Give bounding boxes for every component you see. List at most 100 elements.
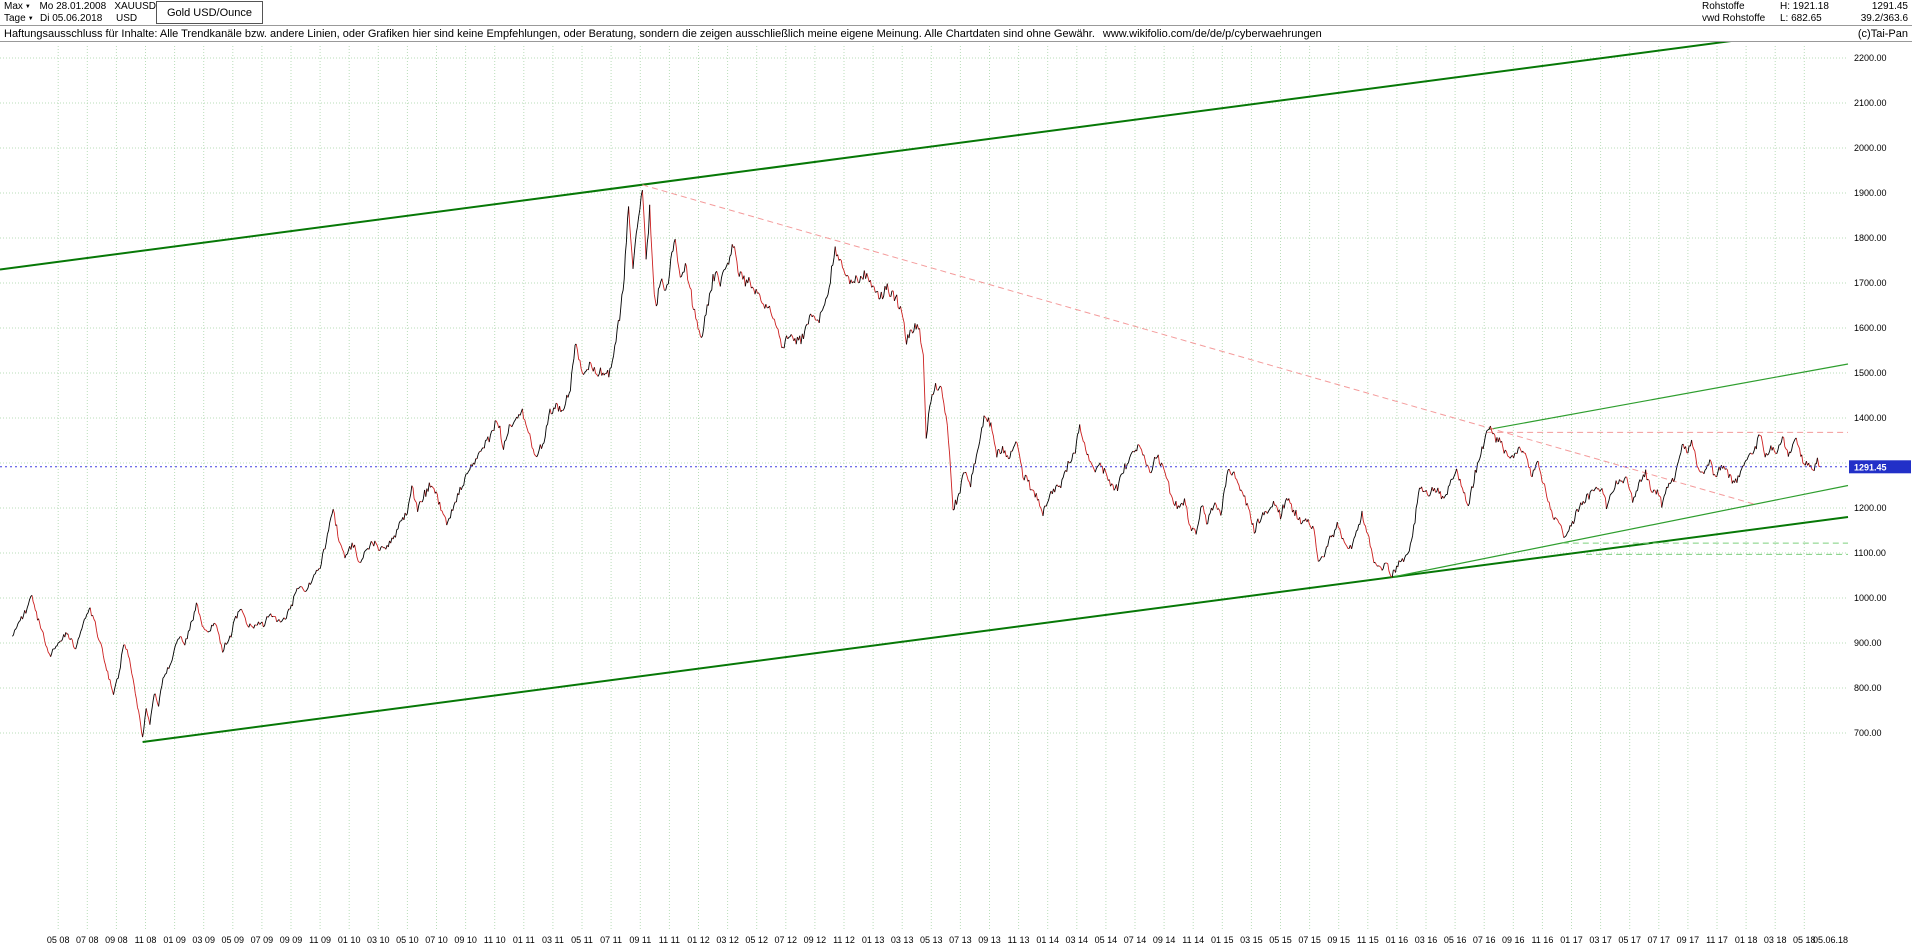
x-axis-label: 05 11 [571,935,593,945]
last-price-tag-value: 1291.45 [1854,462,1887,472]
x-axis-label: 01 18 [1735,935,1758,945]
x-axis-label: 07 17 [1648,935,1671,945]
x-axis-label: 05 16 [1444,935,1467,945]
x-axis-label: 07 16 [1473,935,1496,945]
chart-start-date: Mo 28.01.2008 [39,1,107,12]
annotation-downtrend-from-2011-high[interactable] [642,184,1754,505]
x-axis-label: 07 14 [1124,935,1147,945]
copyright-taipan: (c)Tai-Pan [1857,27,1908,40]
y-axis-label: 1800.00 [1854,233,1887,243]
toolbar: Max ▼ Mo 28.01.2008 XAUUSD Tage ▼ Di 05.… [0,0,1912,26]
annotation-long-term-channel-lower[interactable] [142,516,1849,743]
x-axis-label: 03 17 [1589,935,1612,945]
annotation-long-term-channel-upper[interactable] [0,24,1849,271]
x-axis-label: 11 12 [833,935,855,945]
x-axis-label: 01 13 [862,935,885,945]
x-axis-label: 05 17 [1618,935,1641,945]
x-axis-label: 09 08 [105,935,128,945]
y-axis-label: 1900.00 [1854,188,1887,198]
period-dropdown[interactable]: Tage ▼ [4,13,40,25]
instrument-title: Gold USD/Ounce [156,1,263,24]
range-stat-value: 39.2/363.6 [1860,13,1908,24]
chevron-down-icon: ▼ [27,16,34,22]
x-axis-label: 01 14 [1036,935,1059,945]
x-axis-label: 05 09 [222,935,245,945]
x-axis-label: 03 10 [367,935,390,945]
y-axis-label: 1600.00 [1854,323,1887,333]
y-axis-label: 1200.00 [1854,503,1887,513]
x-axis-label: 11 17 [1706,935,1728,945]
x-axis-label: 03 16 [1415,935,1438,945]
x-axis-label: 09 13 [978,935,1001,945]
x-axis-label: 11 09 [309,935,331,945]
price-chart[interactable]: 05 08 07 08 09 08 11 08 01 09 03 09 05 09 07 09… [0,24,1912,952]
x-axis-label: 07 11 [600,935,622,945]
x-axis-label: 01 09 [163,935,186,945]
x-axis-label: 01 15 [1211,935,1234,945]
y-axis-label: 700.00 [1854,728,1882,738]
y-axis-label: 1500.00 [1854,368,1887,378]
x-axis-label: 09 09 [280,935,303,945]
chart-end-date: Di 05.06.2018 [40,13,103,24]
x-axis-label: 11 13 [1008,935,1030,945]
x-axis-label: 09 10 [454,935,477,945]
x-axis-last-date-label: 05.06.18 [1813,935,1848,945]
x-axis-label: 09 17 [1677,935,1700,945]
x-axis-label: 01 12 [687,935,710,945]
annotation-uptrend-2016-upper[interactable] [1489,363,1849,430]
x-axis-label: 11 10 [484,935,506,945]
y-axis-label: 2000.00 [1854,143,1887,153]
y-axis-label: 2100.00 [1854,98,1887,108]
x-axis-label: 07 08 [76,935,99,945]
x-axis-label: 05 13 [920,935,943,945]
x-axis-label: 03 11 [542,935,564,945]
chart-settings-block: Max ▼ Mo 28.01.2008 XAUUSD Tage ▼ Di 05.… [0,0,156,25]
y-axis-label: 1400.00 [1854,413,1887,423]
x-axis-label: 07 15 [1298,935,1321,945]
high-value: H: 1921.18 [1780,1,1829,12]
annotation-uptrend-2016-lower[interactable] [1390,484,1849,578]
x-axis-label: 05 08 [47,935,70,945]
x-axis-label: 05 15 [1269,935,1292,945]
period-dropdown-label: Tage [4,13,26,24]
x-axis-label: 11 14 [1182,935,1204,945]
x-axis-label: 03 09 [192,935,215,945]
x-axis-label: 05 18 [1793,935,1816,945]
chevron-down-icon: ▼ [24,4,31,10]
x-axis-label: 03 18 [1764,935,1787,945]
x-axis-label: 01 11 [513,935,535,945]
x-axis-label: 11 16 [1531,935,1553,945]
disclaimer-text: Haftungsausschluss für Inhalte: Alle Tre… [4,27,1095,40]
x-axis-label: 03 13 [891,935,914,945]
x-axis-label: 11 11 [659,935,680,945]
price-series-down-segments [20,190,1821,738]
y-axis-label: 1100.00 [1854,548,1886,558]
y-axis-label: 1000.00 [1854,593,1887,603]
x-axis-label: 05 14 [1095,935,1118,945]
last-price-value: 1291.45 [1871,1,1908,12]
symbol-code: XAUUSD [114,1,156,12]
x-axis-label: 01 17 [1560,935,1583,945]
disclaimer-bar: Haftungsausschluss für Inhalte: Alle Tre… [0,26,1912,42]
x-axis-label: 07 10 [425,935,448,945]
source-label: vwd Rohstoffe [1702,13,1766,24]
x-axis-label: 09 11 [629,935,651,945]
x-axis-label: 07 13 [949,935,972,945]
x-axis-label: 03 15 [1240,935,1263,945]
x-axis-label: 09 15 [1327,935,1350,945]
x-axis-label: 09 12 [804,935,827,945]
y-axis-label: 2200.00 [1854,53,1887,63]
range-dropdown[interactable]: Max ▼ [4,1,39,13]
range-dropdown-label: Max [4,1,23,12]
y-axis-label: 1700.00 [1854,278,1887,288]
x-axis-label: 01 16 [1386,935,1409,945]
x-axis-label: 11 08 [135,935,157,945]
chart-canvas[interactable]: 05 08 07 08 09 08 11 08 01 09 03 09 05 09 07 09… [0,24,1912,952]
category-label: Rohstoffe [1702,1,1745,12]
last-price-tag [1849,460,1911,474]
wikifolio-url: www.wikifolio.com/de/de/p/cyberwaehrunge… [1102,27,1322,40]
x-axis-label: 09 14 [1153,935,1176,945]
x-axis-label: 05 12 [745,935,768,945]
y-axis-label: 900.00 [1854,638,1882,648]
low-value: L: 682.65 [1780,13,1822,24]
